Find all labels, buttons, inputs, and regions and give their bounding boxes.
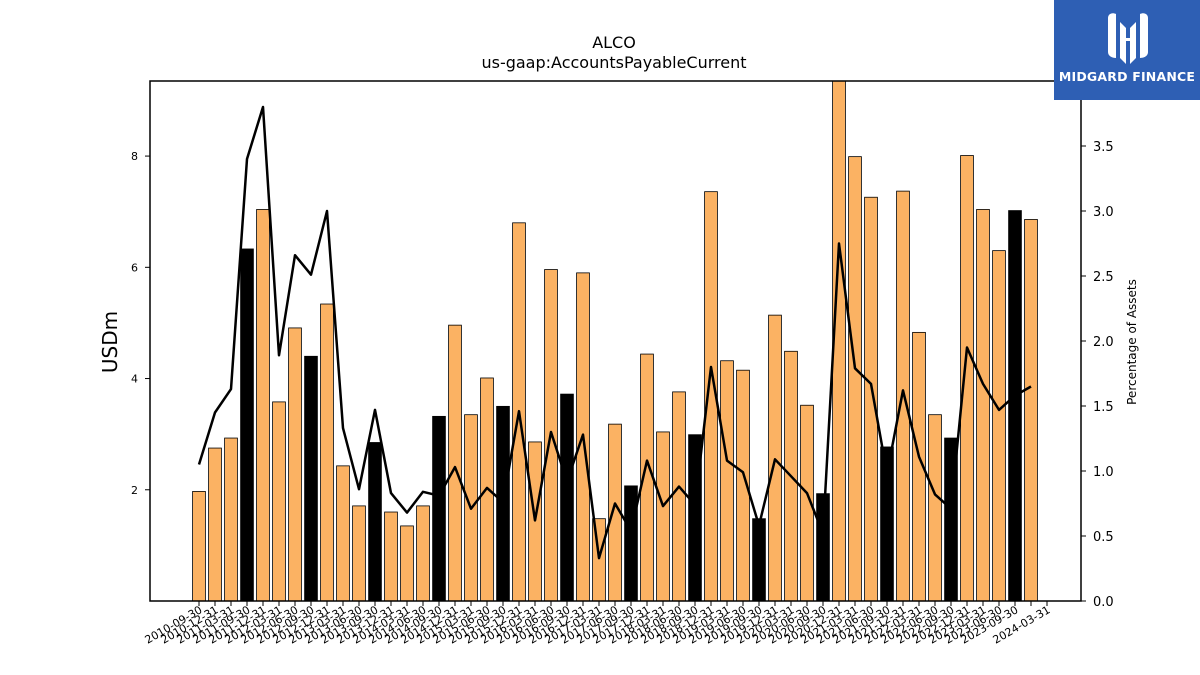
bar	[1008, 210, 1022, 602]
bar	[400, 525, 414, 602]
y2-tick-label: 0.5	[1093, 530, 1114, 545]
bar	[976, 209, 990, 602]
bar	[928, 414, 942, 602]
logo-text: MIDGARD FINANCE	[1058, 69, 1196, 84]
bar	[720, 360, 734, 602]
chart-subtitle: us-gaap:AccountsPayableCurrent	[481, 53, 746, 72]
bar	[240, 248, 254, 602]
bars-layer	[192, 80, 1038, 602]
y2-tick-label: 3.0	[1093, 205, 1114, 220]
bar	[272, 401, 286, 602]
y2-tick-label: 2.5	[1093, 270, 1114, 285]
bar	[992, 250, 1006, 602]
bar	[448, 324, 462, 602]
y-tick-label: 6	[131, 261, 138, 274]
y2-tick-label: 1.0	[1093, 465, 1114, 480]
bar	[848, 156, 862, 602]
bar	[960, 155, 974, 602]
y2-tick-label: 0.0	[1093, 595, 1114, 610]
bar	[816, 493, 830, 602]
bar	[336, 465, 350, 602]
y2-tick-label: 1.5	[1093, 400, 1114, 415]
bar	[432, 415, 446, 602]
axes-layer: 24680.00.51.01.52.02.53.03.52010-09-3020…	[131, 80, 1114, 647]
y2-tick-label: 2.0	[1093, 335, 1114, 350]
bar	[656, 431, 670, 602]
y2-axis-label: Percentage of Assets	[1125, 279, 1139, 405]
bar	[288, 327, 302, 602]
y-axis-label: USDm	[98, 311, 122, 373]
bar	[752, 518, 766, 602]
bar	[416, 505, 430, 602]
bar	[560, 393, 574, 602]
bar	[1024, 219, 1038, 602]
bar	[208, 447, 222, 602]
y-tick-label: 8	[131, 150, 138, 163]
bar	[368, 442, 382, 602]
chart-title: ALCO	[592, 33, 636, 52]
midgard-finance-logo: MIDGARD FINANCE	[1054, 0, 1200, 100]
bar	[496, 405, 510, 602]
bar	[352, 505, 366, 602]
bar	[256, 209, 270, 602]
line-layer	[197, 105, 1032, 560]
bar	[320, 303, 334, 602]
bar	[384, 511, 398, 602]
bar	[672, 391, 686, 602]
y-tick-label: 4	[131, 373, 138, 386]
bar	[624, 485, 638, 602]
bar	[304, 355, 318, 602]
bar	[192, 491, 206, 602]
y2-tick-label: 3.5	[1093, 140, 1114, 155]
bar	[864, 196, 878, 602]
midgard-logo-icon	[1108, 13, 1148, 64]
y-tick-label: 2	[131, 484, 138, 497]
bar	[224, 437, 238, 602]
percentage-of-assets-line	[197, 105, 1032, 560]
